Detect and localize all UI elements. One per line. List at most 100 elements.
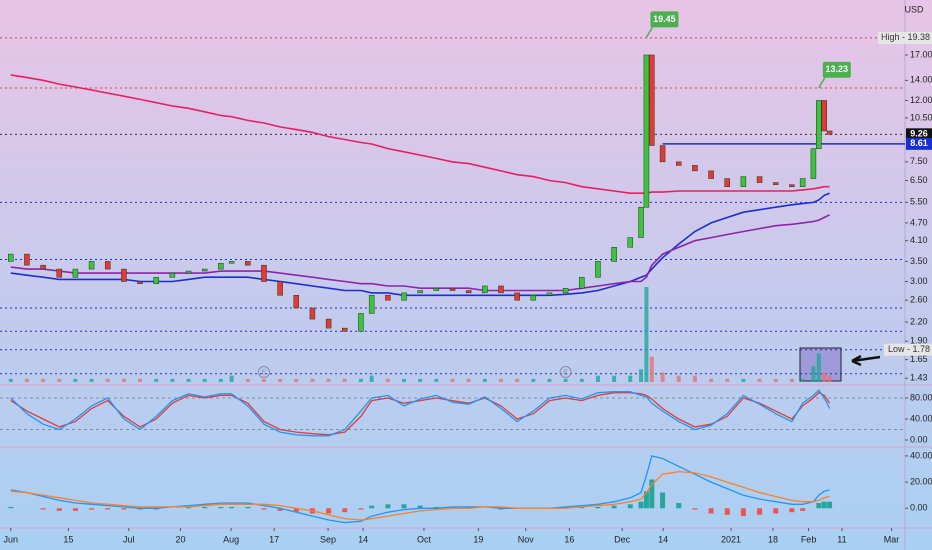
histogram-bar xyxy=(186,506,192,509)
x-tick-label: Sep xyxy=(320,534,336,544)
candle-body xyxy=(740,176,747,187)
candle-body xyxy=(756,176,763,183)
histogram-bar xyxy=(277,508,283,511)
volume-bar xyxy=(515,378,520,382)
event-marker-label: E xyxy=(563,369,568,376)
price-tag xyxy=(822,61,851,78)
volume-bar xyxy=(579,378,584,382)
y-tick-label: 1.43 xyxy=(910,373,928,383)
event-marker-label: E xyxy=(262,369,267,376)
volume-bar xyxy=(639,369,644,382)
volume-bar xyxy=(229,375,234,382)
candle-body xyxy=(546,292,553,296)
candle-body xyxy=(627,237,634,248)
y-tick-label: 0.00 xyxy=(910,503,928,513)
candle-body xyxy=(530,295,537,301)
histogram-bar xyxy=(643,491,649,509)
candle-body xyxy=(277,281,283,296)
candle-body xyxy=(498,285,504,294)
volume-bar xyxy=(369,375,374,382)
volume-bar xyxy=(105,378,110,382)
event-marker xyxy=(257,366,270,378)
histogram-bar xyxy=(56,508,62,511)
candle-body xyxy=(24,253,30,266)
volume-bar xyxy=(773,378,778,382)
volume-bar xyxy=(709,378,714,382)
candle-body xyxy=(218,263,224,270)
histogram-bar xyxy=(466,506,472,509)
volume-bar xyxy=(202,378,207,382)
candle-body xyxy=(449,287,456,291)
volume-bar xyxy=(450,378,455,382)
volume-bar xyxy=(676,375,681,382)
histogram-bar xyxy=(692,508,698,510)
histogram-bar xyxy=(8,506,14,509)
histogram-bar xyxy=(724,508,730,515)
candle-body xyxy=(810,148,817,179)
histogram-bar xyxy=(385,504,391,509)
histogram-bar xyxy=(89,508,95,510)
candle-body xyxy=(692,165,698,172)
x-tick-label: Mar xyxy=(884,534,900,544)
candle-body xyxy=(465,290,472,294)
event-marker xyxy=(559,366,572,378)
volume-bar xyxy=(138,378,143,382)
histogram-bar xyxy=(358,508,364,510)
candle-body xyxy=(325,318,332,329)
support-box xyxy=(906,137,932,150)
y-tick-label: 17.00 xyxy=(910,49,932,59)
volume-bar xyxy=(725,378,730,382)
candle-body xyxy=(293,295,300,309)
x-tick-label: 16 xyxy=(564,534,574,544)
y-tick-label: 5.50 xyxy=(910,197,928,207)
y-tick-label: 3.00 xyxy=(910,276,928,286)
last-price-box-label: 9.26 xyxy=(910,129,928,139)
histogram-bar xyxy=(816,503,822,509)
low-box xyxy=(884,343,932,356)
x-tick-label: Jun xyxy=(4,534,19,544)
line xyxy=(10,391,831,436)
candle-body xyxy=(514,292,520,301)
line xyxy=(10,470,830,521)
candle-body xyxy=(826,130,833,135)
y-tick-label: 40.00 xyxy=(910,413,932,423)
volume-bar xyxy=(827,375,832,382)
volume-bar xyxy=(121,378,126,382)
volume-bar xyxy=(498,378,503,382)
candle-body xyxy=(417,290,423,294)
high-box-label: High - 19.38 xyxy=(881,32,930,42)
y-tick-label: 7.50 xyxy=(910,156,928,166)
line xyxy=(10,389,831,437)
candle-body xyxy=(433,287,440,291)
candle-body xyxy=(789,184,795,187)
volume-bar xyxy=(218,378,223,382)
divider xyxy=(0,384,932,386)
price-tag-pointer xyxy=(818,77,826,89)
histogram-bar xyxy=(105,508,111,510)
histogram-bar xyxy=(757,508,763,515)
y-tick-label: 12.00 xyxy=(910,95,932,105)
candle-body xyxy=(772,182,779,185)
histogram-bar xyxy=(342,508,348,513)
histogram-bar xyxy=(433,506,439,509)
histogram-bar xyxy=(740,508,746,517)
histogram-bar xyxy=(827,501,833,509)
volume-bar xyxy=(757,378,762,382)
low-box-label: Low - 1.78 xyxy=(888,344,930,354)
candle-body xyxy=(638,206,644,238)
x-tick-label: 14 xyxy=(658,534,668,544)
volume-bar xyxy=(385,378,390,382)
candle-body xyxy=(724,178,730,187)
x-tick-label: Jul xyxy=(123,534,135,544)
candle-body xyxy=(708,170,714,179)
y-tick-label: 14.00 xyxy=(910,75,932,85)
x-tick-label: 18 xyxy=(768,534,778,544)
histogram-bar xyxy=(638,501,644,509)
candle-body xyxy=(649,54,655,146)
histogram-bar xyxy=(821,501,827,509)
volume-bar xyxy=(466,378,471,382)
arrow xyxy=(851,354,881,367)
volume-bar xyxy=(8,378,13,382)
